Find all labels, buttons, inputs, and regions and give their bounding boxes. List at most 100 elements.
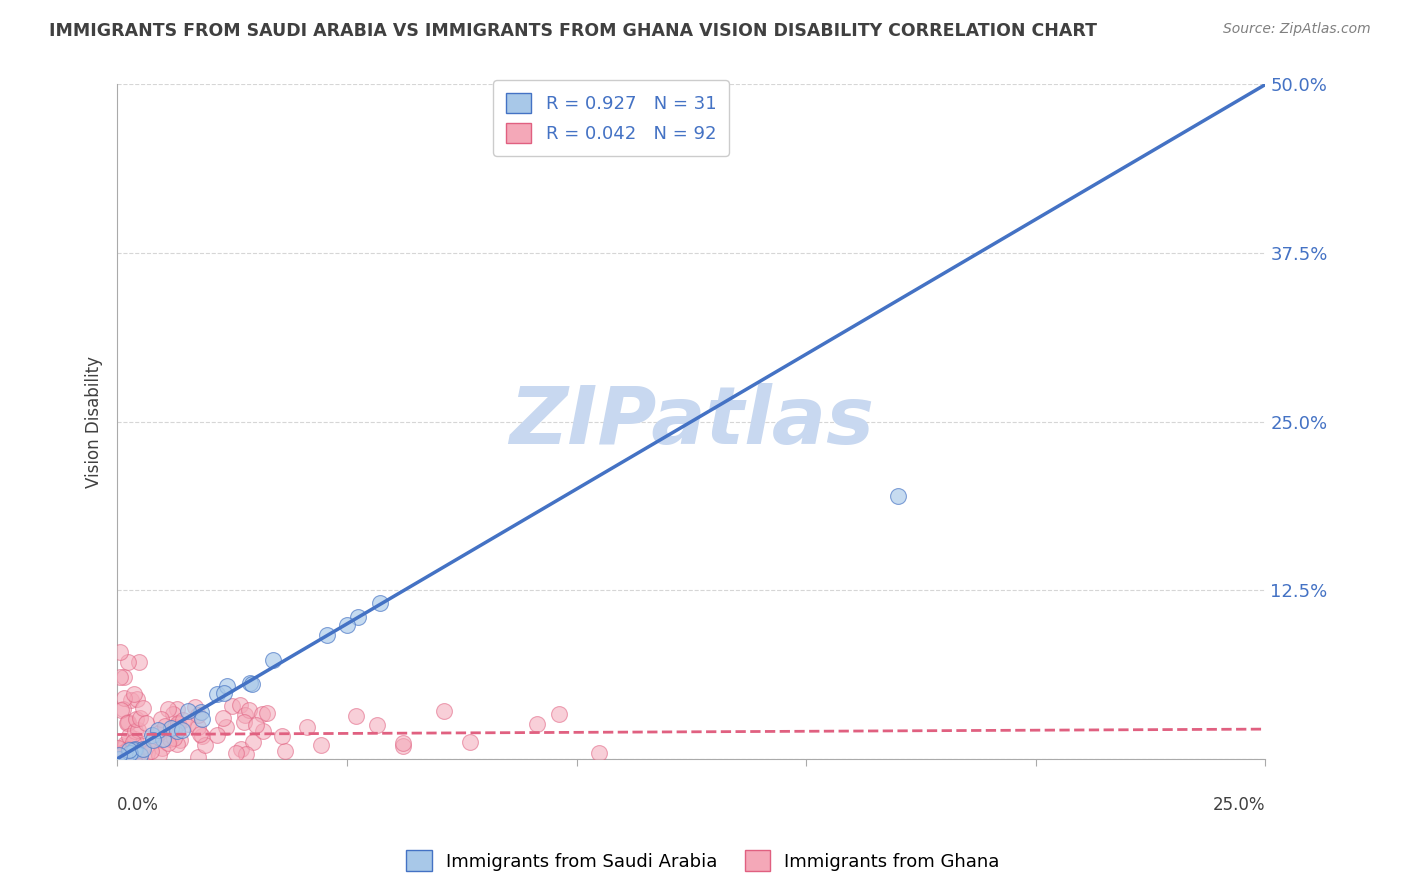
Point: [148, 748, 170, 763]
Point: [124, 723, 146, 738]
Point: [167, 716, 190, 731]
Point: [225, 746, 247, 760]
Point: [110, 645, 132, 659]
Point: [548, 706, 571, 721]
Point: [112, 670, 135, 684]
Point: [368, 596, 391, 610]
Point: [118, 729, 141, 743]
Point: [245, 718, 267, 732]
Point: [150, 740, 173, 755]
Point: [215, 720, 238, 734]
Point: [112, 691, 135, 706]
Point: [135, 716, 157, 731]
Point: [125, 691, 148, 706]
Point: [221, 699, 243, 714]
Point: [252, 724, 274, 739]
Legend: R = 0.927   N = 31, R = 0.042   N = 92: R = 0.927 N = 31, R = 0.042 N = 92: [494, 80, 728, 156]
Text: ZIPatlas: ZIPatlas: [509, 383, 875, 460]
Point: [233, 714, 256, 729]
Point: [122, 742, 145, 756]
Point: [212, 686, 235, 700]
Point: [166, 737, 188, 751]
Point: [122, 687, 145, 701]
Point: [316, 628, 339, 642]
Point: [160, 722, 183, 736]
Point: [256, 706, 278, 720]
Point: [211, 711, 233, 725]
Point: [162, 731, 184, 746]
Point: [588, 747, 610, 761]
Point: [191, 712, 214, 726]
Point: [336, 618, 359, 632]
Point: [526, 717, 548, 731]
Point: [166, 723, 188, 738]
Point: [229, 741, 252, 756]
Point: [117, 742, 139, 756]
Point: [139, 744, 162, 758]
Point: [117, 752, 139, 766]
Point: [124, 712, 146, 726]
Point: [238, 703, 260, 717]
Point: [114, 739, 136, 754]
Point: [159, 731, 181, 746]
Point: [121, 734, 143, 748]
Point: [271, 729, 294, 743]
Point: [111, 702, 134, 716]
Point: [128, 655, 150, 669]
Point: [142, 731, 165, 746]
Point: [114, 737, 136, 751]
Legend: Immigrants from Saudi Arabia, Immigrants from Ghana: Immigrants from Saudi Arabia, Immigrants…: [399, 843, 1007, 879]
Point: [344, 709, 367, 723]
Point: [242, 735, 264, 749]
Point: [117, 655, 139, 669]
Point: [187, 707, 209, 722]
Point: [115, 750, 138, 764]
Point: [188, 727, 211, 741]
Point: [128, 747, 150, 762]
Point: [187, 749, 209, 764]
Point: [132, 741, 155, 756]
Text: Source: ZipAtlas.com: Source: ZipAtlas.com: [1223, 22, 1371, 37]
Point: [141, 728, 163, 742]
Point: [172, 714, 194, 728]
Point: [153, 719, 176, 733]
Point: [120, 693, 142, 707]
Point: [187, 720, 209, 734]
Point: [170, 723, 193, 737]
Point: [162, 707, 184, 722]
Point: [207, 686, 229, 700]
Point: [235, 747, 257, 761]
Point: [108, 752, 131, 766]
Point: [127, 723, 149, 737]
Point: [194, 739, 217, 753]
Point: [177, 704, 200, 718]
Point: [108, 748, 131, 763]
Point: [167, 715, 190, 730]
Point: [128, 746, 150, 760]
Point: [124, 732, 146, 747]
Point: [117, 716, 139, 731]
Point: [129, 711, 152, 725]
Point: [110, 703, 132, 717]
Point: [117, 715, 139, 730]
Point: [112, 745, 135, 759]
Point: [108, 671, 131, 685]
Point: [229, 698, 252, 713]
Point: [184, 700, 207, 714]
Point: [205, 728, 228, 742]
Point: [366, 718, 388, 732]
Point: [157, 736, 180, 750]
Point: [392, 739, 415, 753]
Point: [118, 743, 141, 757]
Point: [190, 729, 212, 743]
Point: [295, 721, 318, 735]
Point: [132, 739, 155, 754]
Point: [142, 733, 165, 747]
Point: [217, 679, 239, 693]
Text: 25.0%: 25.0%: [1213, 796, 1265, 814]
Point: [128, 743, 150, 757]
Point: [146, 723, 169, 737]
Point: [156, 702, 179, 716]
Point: [107, 741, 129, 756]
Point: [124, 742, 146, 756]
